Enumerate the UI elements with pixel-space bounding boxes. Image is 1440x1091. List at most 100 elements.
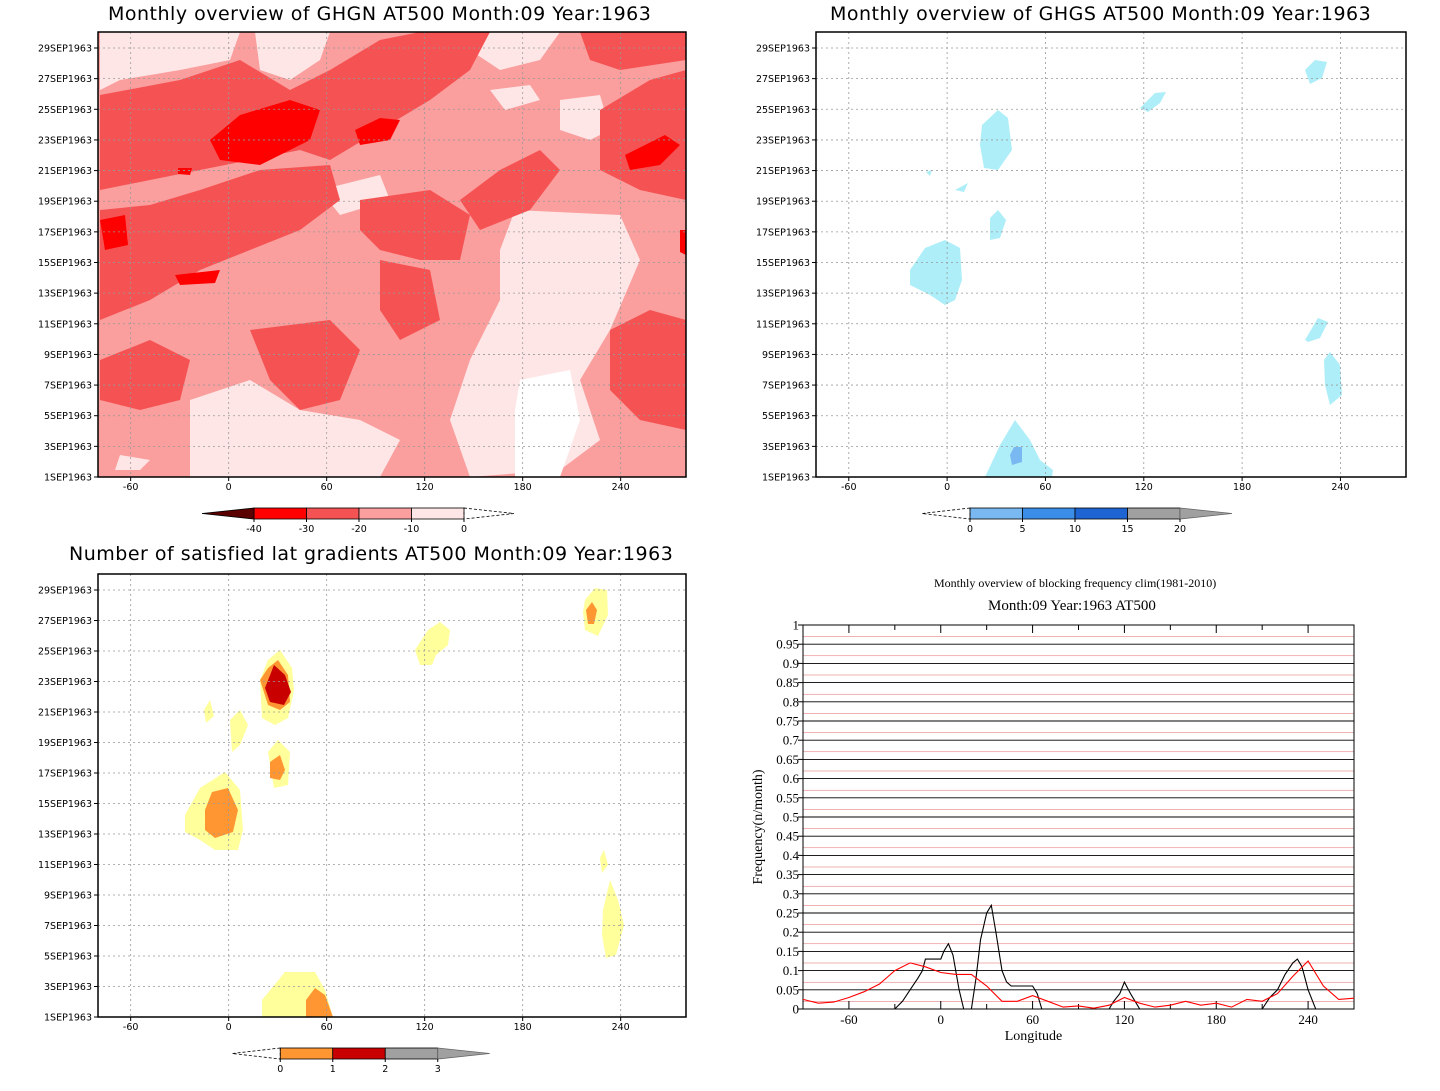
colorbar-arrow	[437, 1047, 490, 1060]
colorbar-arrow	[463, 507, 515, 520]
contour-region	[204, 700, 214, 723]
y-tick-label: 0.45	[776, 829, 799, 844]
x-tick-label: 240	[1331, 482, 1349, 493]
y-tick-label: 0.15	[776, 944, 799, 959]
y-tick-label: 7SEP1963	[762, 381, 810, 392]
y-tick-label: 11SEP1963	[38, 860, 92, 871]
y-tick-label: 0.25	[776, 906, 799, 921]
y-tick-label: 3SEP1963	[762, 442, 810, 453]
y-tick-label: 0.05	[776, 982, 799, 997]
x-tick-label: -60	[841, 482, 857, 493]
colorbar-segment	[1022, 507, 1076, 520]
colorbar-arrow	[1179, 507, 1233, 520]
colorbar-label: -10	[404, 524, 420, 535]
contour-region	[625, 135, 680, 170]
contour-region	[586, 602, 597, 624]
x-tick-label: 60	[1026, 1012, 1039, 1027]
contour-region	[990, 210, 1006, 240]
x-tick-label: 240	[612, 482, 630, 493]
colorbar-segment	[306, 507, 360, 520]
plot-frame	[815, 31, 1407, 478]
contour-region	[1140, 92, 1166, 112]
ghgs-chart: -60 0 60 120 180 240 1SEP1963 3SEP1963 5SEP1963 7…	[756, 31, 1407, 535]
contour-region	[250, 320, 360, 410]
y-tick-label: 0.5	[783, 810, 799, 825]
colorbar-label: -40	[246, 524, 262, 535]
colorbar-label: 10	[1069, 524, 1081, 535]
colorbar-label: -30	[299, 524, 315, 535]
y-tick-label: 0.55	[776, 790, 799, 805]
y-tick-label: 7SEP1963	[44, 381, 92, 392]
y-tick-label: 0.9	[783, 656, 799, 671]
plot-frame	[97, 573, 687, 1018]
y-tick-label: 23SEP1963	[756, 135, 810, 146]
contour-region	[255, 32, 330, 80]
contour-region	[910, 240, 962, 305]
x-tick-label: 180	[514, 482, 532, 493]
y-tick-label: 0.3	[783, 886, 799, 901]
y-tick-label: 15SEP1963	[38, 258, 92, 269]
y-tick-label: 0.75	[776, 714, 799, 729]
x-tick-label: 180	[514, 1022, 532, 1033]
y-tick-label: 23SEP1963	[38, 135, 92, 146]
y-tick-label: 13SEP1963	[756, 289, 810, 300]
y-tick-label: 7SEP1963	[44, 921, 92, 932]
y-tick-label: 19SEP1963	[38, 738, 92, 749]
colorbar-arrow	[232, 1047, 281, 1060]
contour-region	[190, 380, 400, 477]
y-tick-label: 0.1	[783, 963, 799, 978]
plot-frame	[97, 31, 687, 478]
y-tick-label: 23SEP1963	[38, 677, 92, 688]
y-tick-label: 11SEP1963	[38, 319, 92, 330]
y-tick-label: 0.35	[776, 867, 799, 882]
y-tick-label: 19SEP1963	[756, 197, 810, 208]
y-tick-label: 27SEP1963	[756, 74, 810, 85]
contour-field	[910, 60, 1342, 477]
y-tick-label: 1SEP1963	[44, 1013, 92, 1024]
colorbar-label: 0	[277, 1064, 283, 1075]
frequency-chart: 0 0.05 0.1 0.15 0.2 0.25 0.3 0.35 0.4 0.45 0.5 0.55…	[751, 618, 1355, 1044]
x-tick-label: 120	[416, 1022, 434, 1033]
chart-title: Monthly overview of GHGS AT500 Month:09 …	[830, 3, 1372, 25]
y-tick-label: 21SEP1963	[38, 166, 92, 177]
panel-frequency: Monthly overview of blocking frequency c…	[720, 540, 1440, 1091]
y-tick-label: 25SEP1963	[38, 647, 92, 658]
contour-region	[100, 340, 190, 410]
colorbar-label: 5	[1019, 524, 1025, 535]
y-tick-label: 17SEP1963	[756, 227, 810, 238]
y-tick-label: 17SEP1963	[38, 769, 92, 780]
contour-field	[185, 588, 624, 1017]
y-tick-label: 11SEP1963	[756, 319, 810, 330]
ghgn-chart: -60 0 60 120 180 240 1SEP1963 3SEP1963 5SEP1963 7…	[38, 31, 687, 535]
colorbar-arrow	[921, 507, 971, 520]
colorbar-label: 2	[382, 1064, 388, 1075]
colorbar-segment	[279, 1047, 334, 1060]
y-tick-label: 1SEP1963	[44, 473, 92, 484]
field-background	[816, 32, 1406, 477]
x-tick-label: -60	[123, 1022, 139, 1033]
y-tick-label: 0.2	[783, 925, 799, 940]
gradients-chart: -60 0 60 120 180 2401SEP19633SEP19635SEP19637…	[38, 573, 687, 1075]
colorbar-segment	[969, 507, 1023, 520]
contour-region	[560, 95, 610, 140]
contour-region	[175, 270, 220, 285]
x-tick-label: 0	[226, 482, 232, 493]
y-tick-label: 25SEP1963	[38, 105, 92, 116]
panel-gradients: Number of satisfied lat gradients AT500 …	[0, 540, 720, 1091]
contour-region	[600, 850, 608, 873]
y-tick-label: 17SEP1963	[38, 227, 92, 238]
y-tick-label: 5SEP1963	[44, 411, 92, 422]
contour-region	[470, 32, 560, 70]
x-tick-label: 60	[321, 1022, 333, 1033]
y-tick-label: 0.8	[783, 694, 799, 709]
contour-region	[205, 788, 238, 838]
contour-field	[98, 32, 686, 477]
contour-region	[600, 70, 686, 200]
colorbar-label: 0	[461, 524, 467, 535]
y-tick-label: 0	[793, 1002, 800, 1017]
contour-region	[380, 260, 440, 340]
chart-title: Number of satisfied lat gradients AT500 …	[69, 543, 674, 565]
y-tick-label: 5SEP1963	[44, 952, 92, 963]
y-tick-label: 0.95	[776, 637, 799, 652]
chart-title: Monthly overview of GHGN AT500 Month:09 …	[108, 3, 652, 25]
